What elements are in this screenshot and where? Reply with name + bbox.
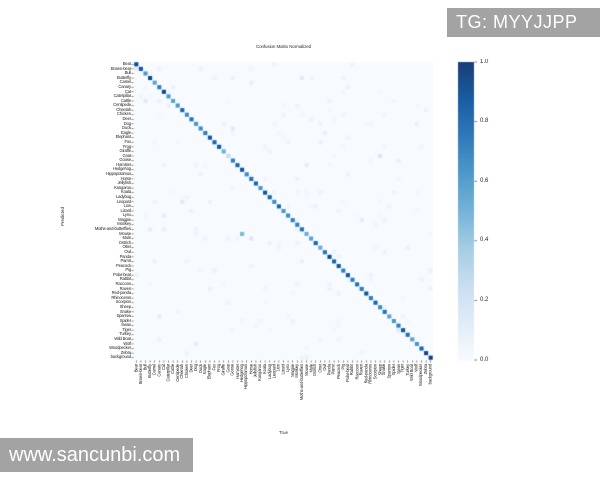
y-tick-label: Camel [119,79,132,85]
colorbar-tick-label: 1.0 [480,58,489,65]
y-tick-label: Rhinoceros [111,294,131,300]
colorbar-tick-label: 0.0 [480,356,489,363]
y-tick-label: Peacock [115,262,131,268]
y-tick-label: Dog [123,120,131,126]
y-tick-label: Cat [124,88,131,94]
y-tick-label: Fox [124,138,131,144]
y-tick-label: Duck [122,125,131,131]
y-tick-label: Wolf [123,340,131,346]
y-tick-label: Hedgehog [112,166,131,172]
y-tick-label: Sheep [119,303,132,309]
chart-title: Confusion Matrix Normalized [255,44,312,49]
watermark-top-right: TG: MYYJJPP [447,8,600,37]
y-tick-label: Pig [125,267,131,273]
y-tick-label: Monkey [117,221,131,227]
y-tick-label: Horse [120,175,132,181]
y-tick-label: Hippopotamus [105,171,131,177]
y-tick-label: Spider [119,317,131,323]
y-tick-label: Moths-and-butterflies [94,226,131,232]
y-tick-label: Brown-bear [110,65,131,71]
y-tick-label: Otter [122,244,131,250]
y-tick-label: Koala [121,189,131,195]
y-tick-label: Red-panda [111,290,132,296]
y-tick-label: Woodpecker [109,345,131,351]
y-tick-label: Butterfly [116,74,131,80]
x-tick-label: background [427,364,433,385]
y-tick-label: Leopard [116,198,131,204]
y-tick-label: Sparrow [116,313,131,319]
y-tick-label: Goose [119,157,131,163]
y-axis-title: Predicted [60,206,65,226]
y-tick-label: Cattle [120,97,131,103]
y-tick-label: Panda [119,253,132,259]
y-tick-label: Chicken [116,111,131,117]
y-tick-label: background [110,354,132,360]
y-tick-label: Frog [122,143,131,149]
y-tick-label: Owl [124,248,131,254]
y-tick-label: Parrot [120,258,131,264]
y-tick-label: Goat [122,152,132,158]
y-tick-label: Bear [122,60,131,66]
y-tick-label: Tiger [122,326,131,332]
y-tick-label: Cheetah [116,106,131,112]
colorbar-tick-label: 0.2 [480,296,489,303]
y-tick-label: Elephant [115,134,131,140]
y-tick-label: Deer [122,116,132,121]
y-tick-label: Kangaroo [114,184,131,190]
y-tick-label: Polar-bear [112,271,131,277]
y-tick-label: Rabbit [119,276,131,282]
y-tick-label: Giraffe [119,148,132,154]
y-tick-label: Lynx [122,212,131,218]
watermark-bottom-left: www.sancunbi.com [0,438,193,472]
y-tick-label: Raccoon [115,281,132,287]
y-tick-label: Snake [119,308,131,314]
y-tick-label: Lion [123,203,131,209]
y-tick-label: Bull [124,70,132,76]
y-tick-label: Centipede [113,102,131,108]
y-tick-label: Magpie [118,216,131,222]
y-tick-label: Zebra [120,349,131,355]
y-tick-label: Hamster [116,161,131,167]
y-tick-label: Caterpillar [113,93,132,99]
y-tick-label: Raven [119,285,132,291]
y-tick-label: Canary [118,83,131,89]
y-tick-label: Scorpion [115,299,131,305]
colorbar-tick-label: 0.6 [480,177,489,184]
y-tick-label: Eagle [121,129,131,135]
y-tick-label: Swan [121,322,131,328]
colorbar-tick-label: 0.8 [480,118,489,125]
y-tick-label: Ostrich [118,239,131,245]
y-tick-label: Mouse [119,230,131,236]
y-tick-label: Lizard [120,207,131,213]
y-tick-label: Jellyfish [117,180,131,186]
y-tick-label: Wild Boar [114,336,131,342]
y-tick-label: Mule [122,235,132,241]
x-axis-title: True [278,430,289,435]
y-tick-label: Ladybug [115,193,131,199]
y-tick-label: Turkey [119,331,131,337]
colorbar-tick-label: 0.4 [480,237,489,244]
